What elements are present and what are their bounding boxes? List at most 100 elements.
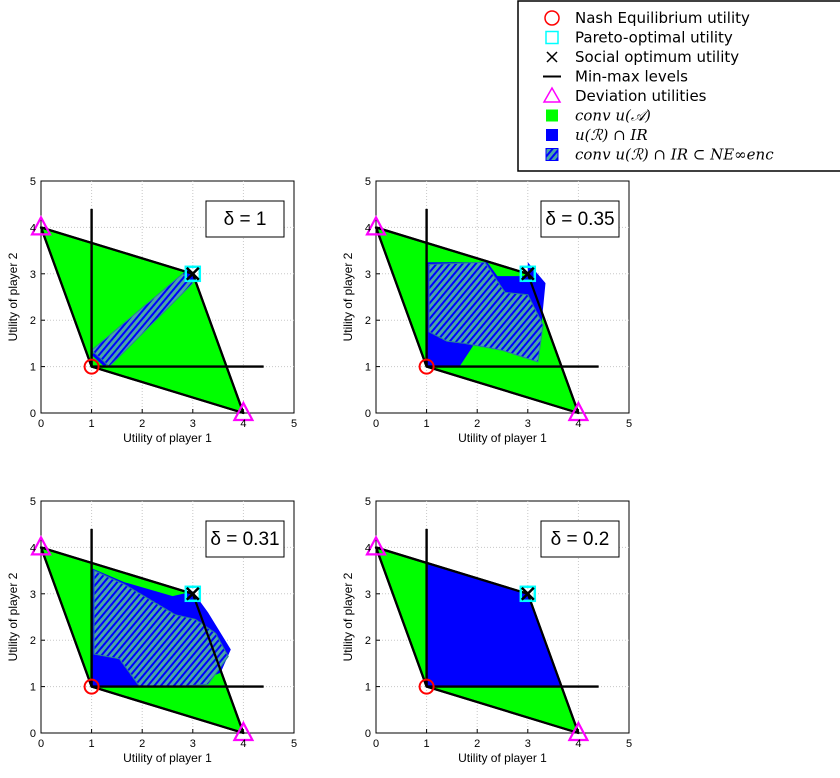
hatched-region [90, 273, 194, 368]
y-tick-label: 0 [30, 728, 36, 740]
x-tick-label: 2 [474, 738, 480, 750]
legend-item: Pareto-optimal utility [545, 29, 733, 47]
chart-panel-4: 0 1 2 3 4 5 0 1 2 3 4 5 Utility of player 1 Utility o… [341, 496, 632, 765]
y-axis-label: Utility of player 2 [6, 572, 20, 661]
x-tick-label: 4 [240, 418, 246, 430]
legend-item: Deviation utilities [542, 86, 707, 105]
x-tick-label: 0 [38, 738, 44, 750]
y-tick-label: 5 [30, 176, 36, 188]
nash-equilibrium-marker [83, 358, 100, 375]
legend-item: conv u(𝒜) [546, 107, 651, 125]
x-tick-label: 0 [373, 418, 379, 430]
y-axis-label: Utility of player 2 [341, 252, 355, 341]
magenta-triangle-icon [542, 86, 562, 103]
legend-item: conv u(ℛ) ∩ IR ⊂ NE∞enc [545, 146, 774, 164]
y-tick-label: 0 [365, 408, 371, 420]
y-tick-label: 4 [30, 542, 36, 554]
deviation-marker [232, 400, 255, 422]
deviation-marker [567, 720, 590, 742]
deviation-marker [30, 535, 52, 556]
legend-label: Pareto-optimal utility [575, 29, 733, 47]
pareto-optimal-marker [519, 265, 537, 283]
y-tick-label: 2 [30, 315, 36, 327]
legend-label: conv u(𝒜) [575, 107, 651, 125]
x-tick-label: 5 [291, 418, 297, 430]
x-tick-label: 5 [626, 738, 632, 750]
y-tick-label: 3 [365, 589, 371, 601]
social-optimum-marker [185, 586, 200, 601]
social-optimum-marker [520, 266, 535, 281]
cyan-square-icon [545, 30, 559, 45]
x-tick-label: 3 [525, 738, 531, 750]
legend-item: Social optimum utility [546, 48, 739, 66]
red-circle-icon [544, 10, 560, 26]
green-square-icon [546, 109, 558, 122]
deviation-marker [365, 535, 387, 556]
x-tick-label: 4 [575, 738, 581, 750]
x-tick-label: 1 [424, 738, 430, 750]
legend-box [517, 0, 840, 172]
deviation-marker [567, 400, 590, 422]
delta-annotation: δ = 0.31 [210, 529, 279, 550]
delta-annotation: δ = 0.35 [545, 209, 614, 230]
y-tick-label: 3 [365, 269, 371, 281]
deviation-marker [365, 215, 387, 236]
x-tick-label: 1 [424, 418, 430, 430]
x-tick-label: 3 [190, 738, 196, 750]
x-tick-label: 4 [575, 418, 581, 430]
hatched-square-icon [545, 148, 559, 161]
x-tick-label: 4 [240, 738, 246, 750]
x-tick-label: 0 [38, 418, 44, 430]
social-optimum-marker [185, 266, 200, 281]
y-tick-label: 1 [30, 362, 36, 374]
x-axis-label: Utility of player 1 [458, 431, 547, 445]
y-tick-label: 2 [30, 635, 36, 647]
x-tick-label: 1 [89, 418, 95, 430]
chart-panel-2: 0 1 2 3 4 5 0 1 2 3 4 5 Utility of player 1 Utility o… [341, 176, 632, 445]
y-tick-label: 2 [365, 635, 371, 647]
y-tick-label: 5 [365, 176, 371, 188]
nash-equilibrium-marker [83, 678, 100, 695]
x-tick-label: 1 [89, 738, 95, 750]
y-tick-label: 5 [365, 496, 371, 508]
y-tick-label: 1 [365, 362, 371, 374]
x-tick-label: 2 [139, 738, 145, 750]
y-tick-label: 0 [365, 728, 371, 740]
x-tick-label: 2 [474, 418, 480, 430]
legend-label: Social optimum utility [575, 48, 739, 66]
y-tick-label: 0 [30, 408, 36, 420]
x-tick-label: 3 [525, 418, 531, 430]
deviation-marker [232, 720, 255, 742]
delta-annotation: δ = 0.2 [551, 529, 610, 550]
delta-annotation-box [205, 520, 285, 558]
chart-panel-3: 0 1 2 3 4 5 0 1 2 3 4 5 Utility of player 1 Utility o… [6, 496, 297, 765]
legend-label: conv u(ℛ) ∩ IR ⊂ NE∞enc [575, 146, 774, 164]
x-axis-label: Utility of player 1 [123, 431, 212, 445]
ir-region [426, 562, 562, 687]
legend-item: Nash Equilibrium utility [544, 9, 750, 27]
y-tick-label: 2 [365, 315, 371, 327]
hatched-region [93, 569, 229, 688]
pareto-optimal-marker [519, 585, 537, 603]
social-optimum-marker [520, 586, 535, 601]
delta-annotation-box [540, 520, 620, 558]
x-tick-label: 3 [190, 418, 196, 430]
y-tick-label: 3 [30, 269, 36, 281]
y-tick-label: 4 [30, 222, 36, 234]
x-tick-label: 2 [139, 418, 145, 430]
delta-annotation-box [540, 200, 620, 238]
pareto-optimal-marker [184, 585, 202, 603]
y-axis-label: Utility of player 2 [6, 252, 20, 341]
legend-label: Nash Equilibrium utility [575, 9, 750, 27]
y-tick-label: 3 [30, 589, 36, 601]
y-tick-label: 1 [365, 682, 371, 694]
pareto-optimal-marker [184, 265, 202, 283]
nash-equilibrium-marker [418, 678, 435, 695]
hatched-region [428, 261, 544, 363]
x-tick-label: 5 [291, 738, 297, 750]
nash-equilibrium-marker [418, 358, 435, 375]
delta-annotation: δ = 1 [224, 209, 267, 230]
x-axis-label: Utility of player 1 [123, 751, 212, 765]
deviation-marker [30, 215, 52, 236]
